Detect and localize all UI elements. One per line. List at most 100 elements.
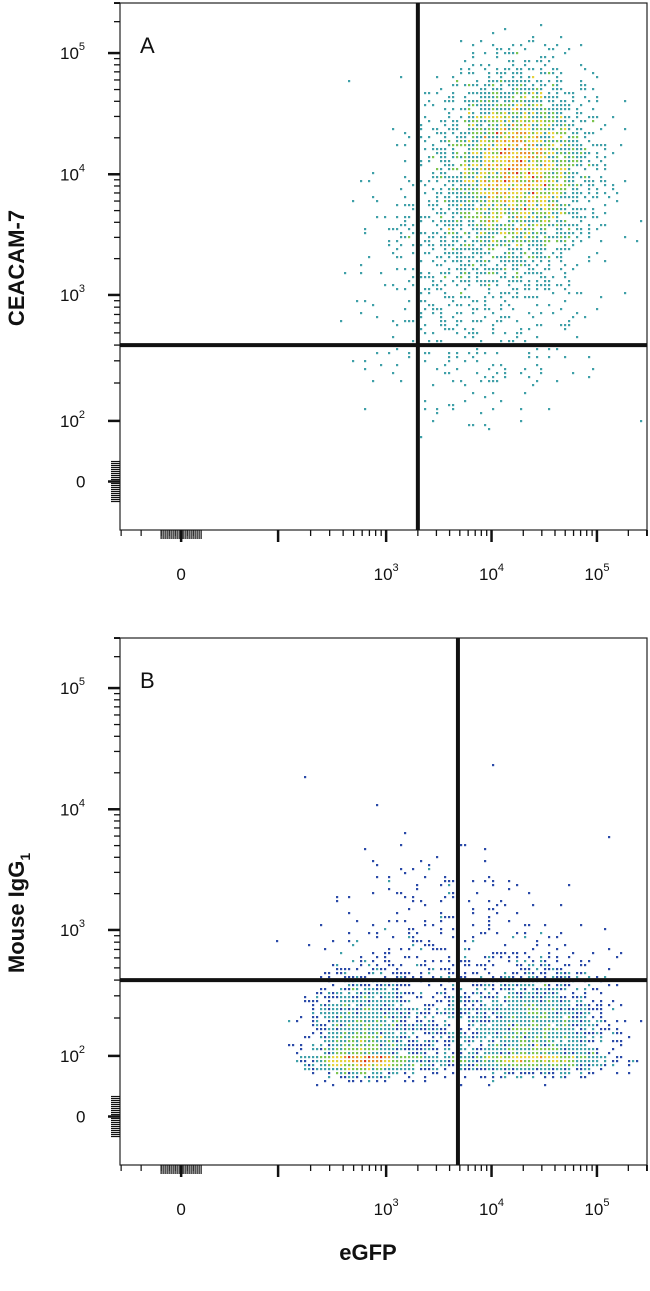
event-point (452, 1056, 455, 1059)
event-point (456, 84, 459, 87)
event-point (512, 1064, 515, 1067)
event-point (368, 1056, 371, 1059)
event-point (496, 208, 499, 211)
event-point (532, 196, 535, 199)
event-point (524, 1048, 527, 1051)
event-point (508, 1032, 511, 1035)
event-point (404, 236, 407, 239)
event-point (504, 1048, 507, 1051)
event-point (568, 972, 571, 975)
event-point (336, 1004, 339, 1007)
event-point (492, 976, 495, 979)
event-point (440, 120, 443, 123)
event-point (504, 1024, 507, 1027)
event-point (508, 116, 511, 119)
event-point (396, 972, 399, 975)
event-point (576, 1012, 579, 1015)
event-point (456, 140, 459, 143)
event-point (504, 180, 507, 183)
event-point (372, 1056, 375, 1059)
event-point (484, 152, 487, 155)
event-point (508, 208, 511, 211)
event-point (616, 984, 619, 987)
event-point (356, 1012, 359, 1015)
event-point (584, 992, 587, 995)
event-point (488, 232, 491, 235)
event-point (316, 1084, 319, 1087)
event-point (440, 148, 443, 151)
event-point (556, 216, 559, 219)
event-point (528, 156, 531, 159)
event-point (480, 320, 483, 323)
event-point (364, 960, 367, 963)
event-point (516, 220, 519, 223)
event-point (556, 108, 559, 111)
event-point (540, 252, 543, 255)
event-point (548, 1036, 551, 1039)
event-point (364, 976, 367, 979)
event-point (368, 1012, 371, 1015)
event-point (352, 996, 355, 999)
event-point (448, 880, 451, 883)
event-point (372, 1032, 375, 1035)
event-point (468, 116, 471, 119)
event-point (480, 232, 483, 235)
event-point (504, 1068, 507, 1071)
event-point (456, 312, 459, 315)
event-point (348, 1044, 351, 1047)
event-point (356, 1004, 359, 1007)
event-point (468, 1008, 471, 1011)
event-point (424, 1060, 427, 1063)
event-point (528, 128, 531, 131)
event-point (440, 152, 443, 155)
event-point (540, 108, 543, 111)
event-point (548, 100, 551, 103)
event-point (452, 180, 455, 183)
event-point (564, 1048, 567, 1051)
event-point (460, 1084, 463, 1087)
event-point (512, 1036, 515, 1039)
event-point (552, 1028, 555, 1031)
event-point (368, 1052, 371, 1055)
event-point (540, 932, 543, 935)
event-point (384, 1016, 387, 1019)
event-point (324, 1012, 327, 1015)
event-point (504, 976, 507, 979)
event-point (592, 212, 595, 215)
event-point (520, 120, 523, 123)
event-point (424, 920, 427, 923)
event-point (464, 272, 467, 275)
event-point (448, 960, 451, 963)
event-point (436, 1024, 439, 1027)
event-point (496, 952, 499, 955)
event-point (420, 1048, 423, 1051)
event-point (508, 188, 511, 191)
event-point (580, 240, 583, 243)
event-point (544, 268, 547, 271)
event-point (552, 212, 555, 215)
event-point (444, 328, 447, 331)
event-point (524, 224, 527, 227)
event-point (440, 176, 443, 179)
event-point (564, 204, 567, 207)
event-point (504, 156, 507, 159)
event-point (340, 1028, 343, 1031)
event-point (576, 200, 579, 203)
event-point (488, 284, 491, 287)
event-point (532, 1044, 535, 1047)
event-point (536, 248, 539, 251)
event-point (536, 992, 539, 995)
event-point (396, 920, 399, 923)
y-tick-label: 102 (60, 409, 85, 431)
event-point (464, 192, 467, 195)
event-point (512, 1028, 515, 1031)
event-point (508, 1036, 511, 1039)
event-point (592, 72, 595, 75)
event-point (456, 368, 459, 371)
event-point (488, 972, 491, 975)
event-point (528, 984, 531, 987)
event-point (344, 1072, 347, 1075)
event-point (480, 192, 483, 195)
event-point (364, 1072, 367, 1075)
